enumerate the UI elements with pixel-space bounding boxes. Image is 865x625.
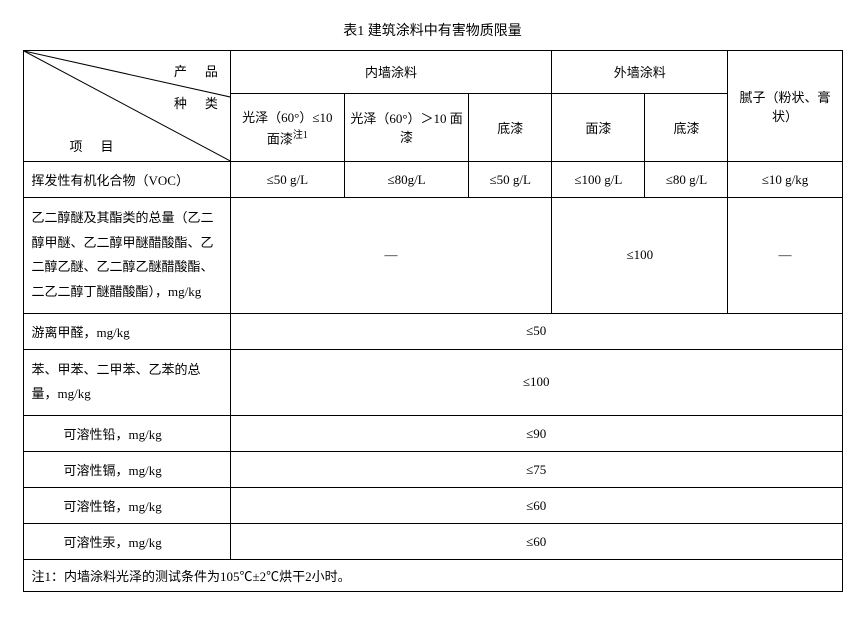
table-title: 表1 建筑涂料中有害物质限量 — [20, 20, 845, 40]
limits-table: 产品 种类 项目 内墙涂料 外墙涂料 腻子（粉状、膏状） 光泽（60°）≤10 … — [23, 50, 843, 592]
cell-label: 苯、甲苯、二甲苯、乙苯的总量，mg/kg — [23, 349, 230, 415]
cell: ≤50 g/L — [469, 162, 552, 198]
cell: — — [230, 198, 551, 314]
row-cr: 可溶性铬，mg/kg ≤60 — [23, 488, 842, 524]
cell: ≤80 g/L — [645, 162, 728, 198]
cell: ≤100 g/L — [552, 162, 645, 198]
header-interior-1: 光泽（60°）≤10 面漆注1 — [230, 93, 344, 161]
header-interior-3: 底漆 — [469, 93, 552, 161]
diagonal-header: 产品 种类 项目 — [23, 51, 230, 162]
cell: ≤50 — [230, 313, 842, 349]
row-note: 注1：内墙涂料光泽的测试条件为105℃±2℃烘干2小时。 — [23, 560, 842, 592]
cell: ≤100 — [230, 349, 842, 415]
cell: ≤60 — [230, 488, 842, 524]
cell: ≤100 — [552, 198, 728, 314]
diag-mid-label: 种类 — [174, 93, 236, 112]
row-benzene: 苯、甲苯、二甲苯、乙苯的总量，mg/kg ≤100 — [23, 349, 842, 415]
cell-label: 挥发性有机化合物（VOC） — [23, 162, 230, 198]
cell-label: 可溶性镉，mg/kg — [23, 452, 230, 488]
row-pb: 可溶性铅，mg/kg ≤90 — [23, 416, 842, 452]
diag-bot-label: 项目 — [70, 136, 132, 155]
cell: — — [728, 198, 842, 314]
cell-label: 可溶性汞，mg/kg — [23, 524, 230, 560]
row-voc: 挥发性有机化合物（VOC） ≤50 g/L ≤80g/L ≤50 g/L ≤10… — [23, 162, 842, 198]
row-cd: 可溶性镉，mg/kg ≤75 — [23, 452, 842, 488]
cell-label: 游离甲醛，mg/kg — [23, 313, 230, 349]
header-interior-2: 光泽（60°）＞10 面漆 — [344, 93, 468, 161]
diag-top-label: 产品 — [174, 61, 236, 80]
cell: ≤90 — [230, 416, 842, 452]
header-exterior-2: 底漆 — [645, 93, 728, 161]
header-interior: 内墙涂料 — [230, 51, 551, 94]
cell: ≤50 g/L — [230, 162, 344, 198]
header-exterior-1: 面漆 — [552, 93, 645, 161]
cell: ≤10 g/kg — [728, 162, 842, 198]
header-exterior: 外墙涂料 — [552, 51, 728, 94]
row-formaldehyde: 游离甲醛，mg/kg ≤50 — [23, 313, 842, 349]
cell: ≤80g/L — [344, 162, 468, 198]
cell-label: 可溶性铬，mg/kg — [23, 488, 230, 524]
note-cell: 注1：内墙涂料光泽的测试条件为105℃±2℃烘干2小时。 — [23, 560, 842, 592]
cell: ≤60 — [230, 524, 842, 560]
cell: ≤75 — [230, 452, 842, 488]
cell-label: 乙二醇醚及其酯类的总量（乙二醇甲醚、乙二醇甲醚醋酸酯、乙二醇乙醚、乙二醇乙醚醋酸… — [23, 198, 230, 314]
row-glycol: 乙二醇醚及其酯类的总量（乙二醇甲醚、乙二醇甲醚醋酸酯、乙二醇乙醚、乙二醇乙醚醋酸… — [23, 198, 842, 314]
header-putty: 腻子（粉状、膏状） — [728, 51, 842, 162]
cell-label: 可溶性铅，mg/kg — [23, 416, 230, 452]
row-hg: 可溶性汞，mg/kg ≤60 — [23, 524, 842, 560]
header-row-1: 产品 种类 项目 内墙涂料 外墙涂料 腻子（粉状、膏状） — [23, 51, 842, 94]
